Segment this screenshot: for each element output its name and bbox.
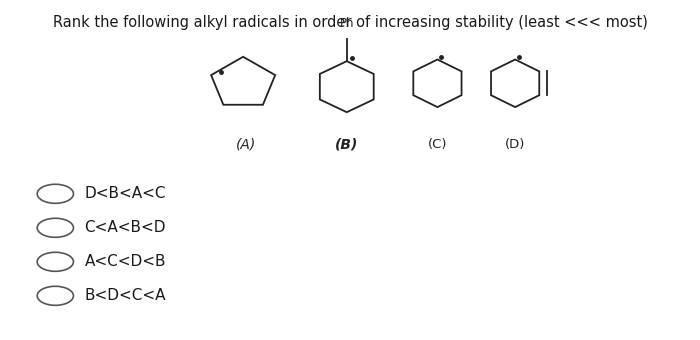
Text: (A): (A) [237,138,256,152]
Text: C<A<B<D: C<A<B<D [85,220,166,235]
Text: (B): (B) [335,138,358,152]
Text: Ph: Ph [340,17,354,30]
Text: D<B<A<C: D<B<A<C [85,186,166,201]
Text: (D): (D) [505,138,525,151]
Text: Rank the following alkyl radicals in order of increasing stability (least <<< mo: Rank the following alkyl radicals in ord… [52,15,648,30]
Text: A<C<D<B: A<C<D<B [85,254,166,269]
Text: B<D<C<A: B<D<C<A [85,288,166,303]
Text: (C): (C) [428,138,447,151]
